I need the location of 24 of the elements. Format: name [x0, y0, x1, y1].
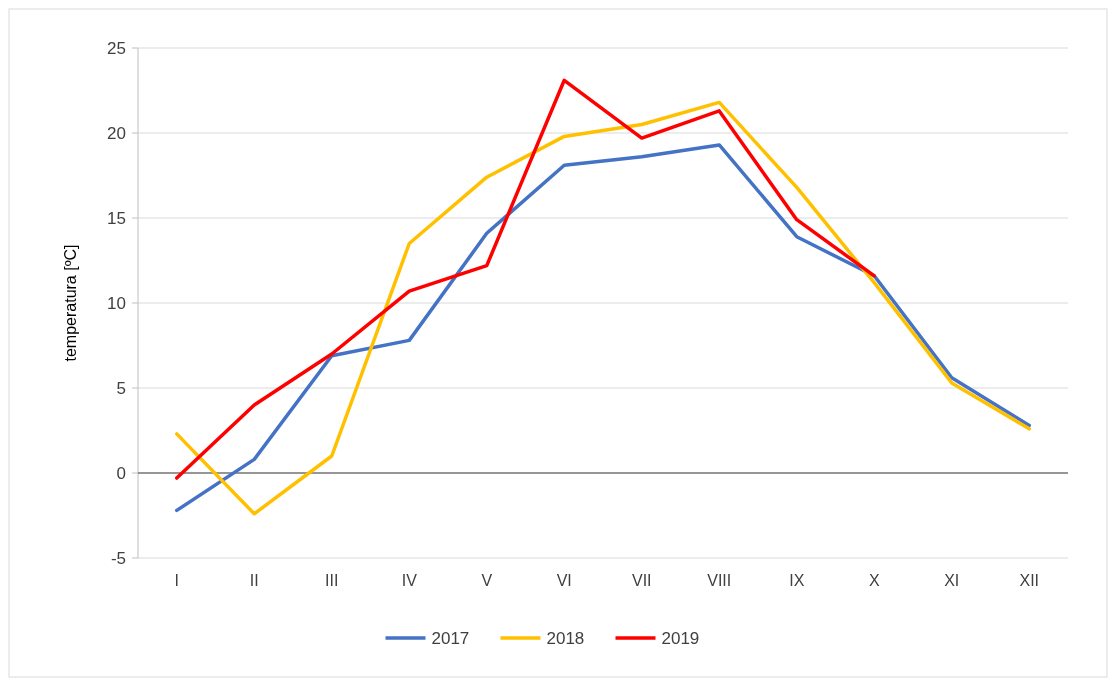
y-tick-label: 20	[107, 123, 126, 143]
y-axis-title: temperatura [ºC]	[62, 244, 79, 362]
legend-label: 2018	[546, 628, 585, 648]
x-tick-label: V	[481, 572, 493, 589]
y-tick-label: 5	[116, 378, 126, 398]
line-series	[175, 78, 876, 480]
x-tick-label: II	[249, 572, 259, 589]
y-tick-label: 15	[107, 208, 126, 228]
x-tick-label: III	[325, 572, 339, 589]
y-tick-label: 0	[116, 463, 126, 483]
x-tick-label: XII	[1019, 572, 1040, 589]
x-tick-label: I	[174, 572, 179, 589]
legend-label: 2019	[661, 628, 700, 648]
x-tick-label: XI	[944, 572, 960, 589]
y-tick-label: -5	[110, 548, 126, 568]
legend-label: 2017	[431, 628, 470, 648]
x-tick-label: VI	[556, 572, 572, 589]
x-tick-label: VII	[631, 572, 652, 589]
x-tick-label: VIII	[707, 572, 732, 589]
y-tick-label: 10	[107, 293, 126, 313]
x-tick-label: X	[868, 572, 880, 589]
x-tick-label: IX	[789, 572, 805, 589]
y-tick-label: 25	[107, 38, 126, 58]
x-tick-label: IV	[401, 572, 418, 589]
